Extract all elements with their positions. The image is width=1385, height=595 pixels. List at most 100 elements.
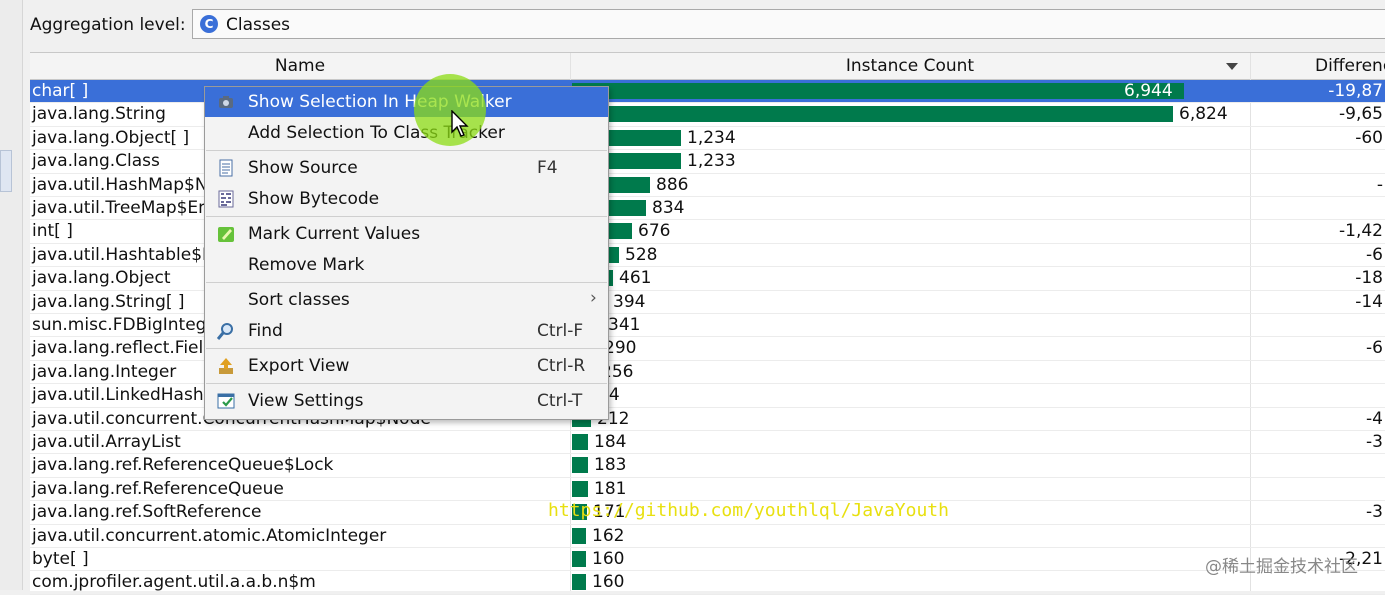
instance-count-bar: [572, 457, 588, 474]
menu-item-label: Mark Current Values: [248, 224, 421, 244]
table-row[interactable]: java.util.ArrayList 184 -3: [30, 431, 1385, 455]
table-row[interactable]: java.lang.ref.ReferenceQueue 181: [30, 478, 1385, 502]
menu-item-shortcut: Ctrl-R: [537, 356, 586, 376]
menu-item-label: Export View: [248, 356, 350, 376]
class-name-cell: int[ ]: [32, 221, 73, 242]
menu-item-show-selection-in-heap-walker[interactable]: Show Selection In Heap Walker: [205, 87, 608, 117]
class-name-cell: java.lang.ref.ReferenceQueue: [32, 478, 284, 499]
class-name-cell: java.lang.String: [32, 104, 166, 125]
class-name-cell: sun.misc.FDBigIntege: [32, 315, 217, 335]
instance-count-cell: 394: [613, 291, 646, 312]
menu-item-show-source[interactable]: Show Source F4: [205, 153, 608, 183]
class-name-cell: com.jprofiler.agent.util.a.a.b.n$m: [32, 572, 316, 593]
table-row[interactable]: com.jprofiler.agent.util.a.a.b.n$m 160: [30, 571, 1385, 595]
column-separator: [1250, 53, 1251, 591]
difference-cell: -2,21: [1339, 549, 1383, 569]
instance-count-cell: 886: [656, 174, 689, 195]
instance-count-bar: [572, 527, 586, 544]
class-name-cell: java.lang.reflect.Field: [32, 338, 215, 359]
instance-count-bar: [572, 106, 1173, 123]
menu-item-shortcut: Ctrl-F: [537, 321, 584, 341]
menu-separator: [206, 282, 607, 283]
difference-cell: -60: [1355, 127, 1383, 148]
source-file-icon: [217, 159, 235, 177]
menu-item-label: Show Source: [248, 158, 358, 178]
instance-count-cell: 181: [594, 478, 627, 499]
menu-item-export-view[interactable]: Export View Ctrl-R: [205, 351, 608, 381]
instance-count-cell: 184: [594, 432, 627, 452]
class-icon: C: [200, 15, 218, 33]
difference-cell: -19,87: [1328, 81, 1383, 101]
menu-item-shortcut: F4: [537, 158, 558, 178]
menu-separator: [206, 150, 607, 151]
table-header: Name Instance Count Differenc: [30, 53, 1385, 80]
column-header-instance-count-label: Instance Count: [845, 56, 975, 76]
instance-count-cell: 461: [619, 268, 652, 289]
menu-item-sort-classes[interactable]: Sort classes ›: [205, 285, 608, 315]
instance-count-cell: 162: [592, 525, 625, 546]
difference-cell: -: [1376, 174, 1383, 195]
menu-separator: [206, 348, 607, 349]
table-row[interactable]: java.lang.String 6,824 -9,65: [30, 103, 1385, 127]
brand-watermark: @稀土掘金技术社区: [1205, 557, 1358, 577]
menu-item-add-selection-to-class-tracker[interactable]: Add Selection To Class Tracker: [205, 118, 608, 148]
column-header-name[interactable]: Name: [30, 53, 571, 79]
menu-item-remove-mark[interactable]: Remove Mark: [205, 250, 608, 280]
aggregation-bar: Aggregation level: C Classes: [30, 8, 1385, 42]
table-row[interactable]: byte[ ] 160 -2,21: [30, 548, 1385, 572]
menu-separator: [206, 216, 607, 217]
difference-cell: -4: [1366, 408, 1383, 429]
instance-count-cell: 1,233: [687, 151, 736, 172]
instance-count-cell: 1,234: [687, 127, 736, 148]
menu-item-label: Sort classes: [248, 290, 350, 310]
instance-count-cell: 528: [625, 244, 658, 265]
class-name-cell: java.util.TreeMap$Ent: [32, 198, 216, 218]
aggregation-value: Classes: [226, 15, 291, 35]
menu-item-label: Show Bytecode: [248, 189, 380, 209]
menu-item-view-settings[interactable]: View Settings Ctrl-T: [205, 386, 608, 416]
instance-count-cell: 6,824: [1179, 104, 1228, 125]
aggregation-combo[interactable]: C Classes: [192, 9, 1385, 39]
class-name-cell: java.util.HashMap$No: [32, 174, 218, 195]
menu-item-mark-current-values[interactable]: Mark Current Values: [205, 219, 608, 249]
instance-count-bar: [572, 83, 1184, 99]
difference-cell: -14: [1355, 291, 1383, 312]
menu-item-find[interactable]: Find Ctrl-F: [205, 316, 608, 346]
difference-cell: -1,42: [1339, 221, 1383, 242]
instance-count-cell: 6,944: [1124, 81, 1173, 101]
class-name-cell: java.lang.ref.ReferenceQueue$Lock: [32, 455, 334, 476]
class-name-cell: java.lang.Integer: [32, 361, 177, 382]
table-row[interactable]: java.lang.Object 461 -18: [30, 267, 1385, 291]
submenu-chevron-icon: ›: [590, 288, 597, 308]
class-name-cell: java.lang.Object: [32, 268, 171, 289]
instance-count-cell: 183: [594, 455, 627, 476]
column-header-instance-count[interactable]: Instance Count: [570, 53, 1251, 79]
table-row[interactable]: java.util.Hashtable$En 528 -6: [30, 244, 1385, 268]
aggregation-label: Aggregation level:: [30, 15, 186, 35]
instance-count-cell: 676: [638, 221, 671, 242]
column-header-difference[interactable]: Differenc: [1251, 53, 1385, 79]
instance-count-cell: 160: [592, 572, 625, 593]
menu-separator: [206, 383, 607, 384]
sort-descending-icon: [1226, 63, 1238, 70]
class-name-cell: java.lang.Class: [32, 151, 160, 172]
side-tab[interactable]: [0, 150, 12, 192]
table-row[interactable]: java.util.concurrent.atomic.AtomicIntege…: [30, 525, 1385, 548]
search-icon: [216, 322, 235, 340]
class-name-cell: java.lang.ref.SoftReference: [32, 502, 262, 523]
instance-count-cell: 341: [608, 315, 641, 335]
class-name-cell: java.util.ArrayList: [32, 432, 181, 452]
mark-icon: [217, 225, 235, 243]
table-row[interactable]: java.lang.ref.ReferenceQueue$Lock 183: [30, 454, 1385, 478]
context-menu: Show Selection In Heap Walker Add Selecti…: [204, 86, 609, 420]
class-name-cell: byte[ ]: [32, 549, 89, 569]
instance-count-cell: 160: [592, 549, 625, 569]
classes-table: Name Instance Count Differenc char[ ] 6,9…: [30, 52, 1385, 595]
menu-item-show-bytecode[interactable]: Show Bytecode: [205, 184, 608, 214]
settings-icon: [217, 392, 235, 410]
instance-count-cell: 171: [593, 502, 626, 523]
difference-cell: -6: [1366, 338, 1383, 359]
menu-item-label: View Settings: [248, 391, 364, 411]
table-row[interactable]: java.lang.ref.SoftReference 171 -3: [30, 501, 1385, 525]
class-name-cell: java.lang.String[ ]: [32, 291, 185, 312]
